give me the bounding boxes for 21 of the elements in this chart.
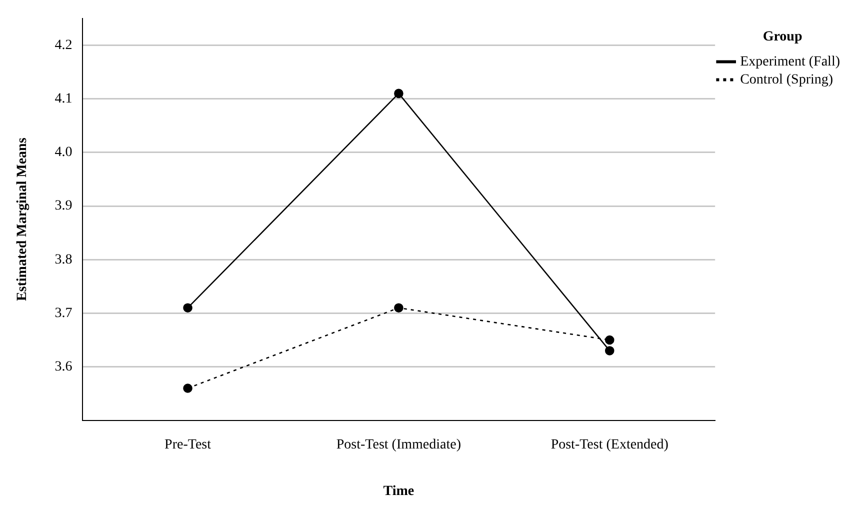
y-tick-label: 4.0 <box>54 145 72 160</box>
x-tick-label: Post-Test (Immediate) <box>336 437 462 452</box>
point <box>183 303 192 312</box>
point <box>394 88 404 98</box>
y-tick-label: 3.9 <box>54 198 72 214</box>
legend-label: Experiment (Fall) <box>740 54 840 70</box>
point <box>394 303 404 312</box>
y-tick-label: 3.8 <box>54 252 72 268</box>
point <box>604 346 614 356</box>
x-tick-label: Pre-Test <box>164 437 212 452</box>
y-tick-label: 4.1 <box>54 91 72 106</box>
point <box>183 384 192 393</box>
x-axis-title: Time <box>383 484 414 500</box>
y-tick-label: 3.7 <box>54 306 72 321</box>
x-tick-label: Post-Test (Extended) <box>550 437 669 452</box>
legend-label: Control (Spring) <box>740 72 834 88</box>
y-tick-label: 3.6 <box>54 359 72 374</box>
y-tick-label: 4.2 <box>54 38 72 53</box>
y-axis-title: Estimated Marginal Means <box>15 137 30 302</box>
legend-title: Group <box>762 30 802 45</box>
point <box>604 335 614 345</box>
